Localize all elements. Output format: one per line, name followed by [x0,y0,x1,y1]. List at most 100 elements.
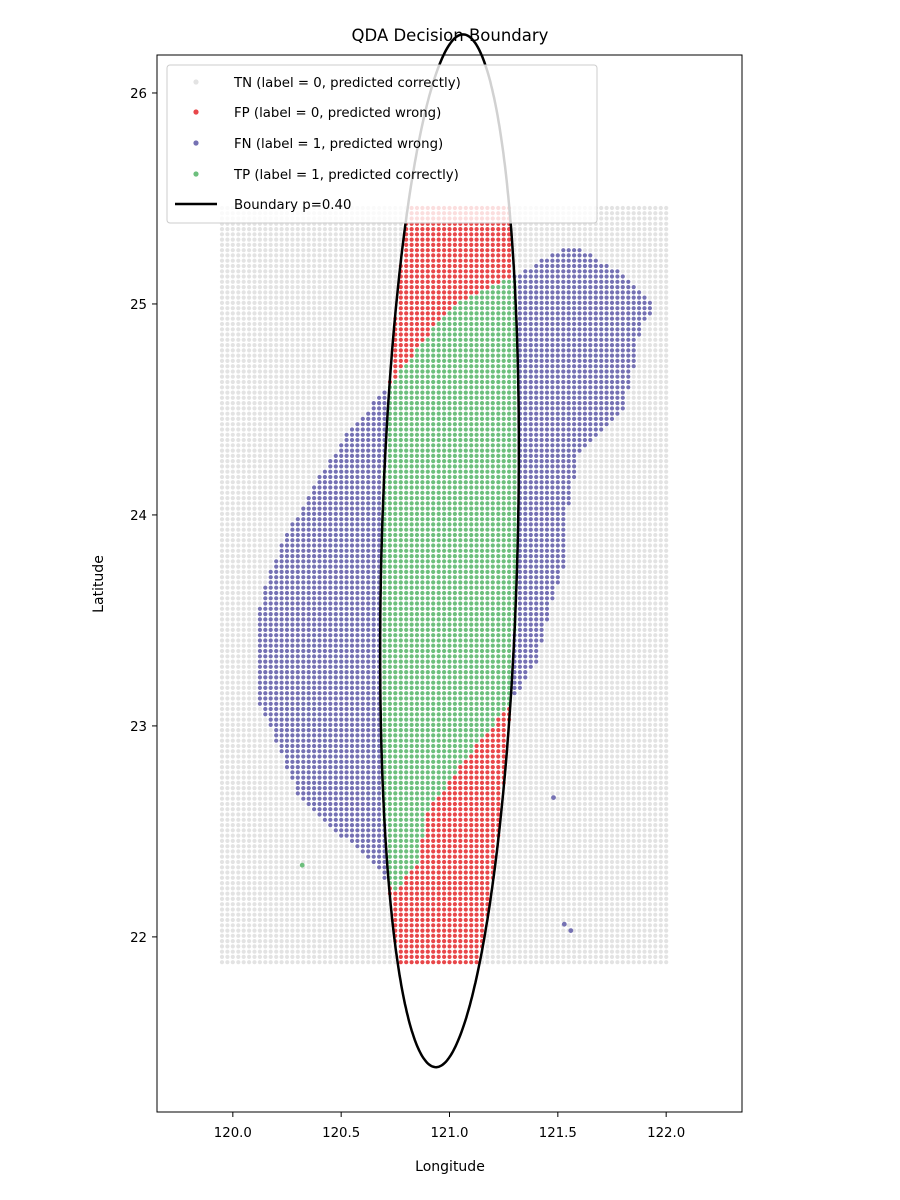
point-tn [328,939,333,944]
point-tn [225,770,230,775]
point-tp [398,823,403,828]
point-tn [312,406,317,411]
point-tn [268,517,273,522]
point-fn [371,659,376,664]
point-tn [333,939,338,944]
point-tn [279,501,284,506]
point-tn [252,844,257,849]
point-tn [268,474,273,480]
point-tn [322,464,327,469]
point-fp [393,923,398,928]
point-tn [257,580,262,585]
point-tn [257,749,262,754]
point-tn [236,306,241,311]
point-fn [355,601,360,606]
point-tp [382,706,387,712]
point-tn [263,327,268,332]
point-tn [284,791,290,796]
point-tn [328,944,333,949]
point-fn [257,627,262,633]
point-tn [339,332,344,337]
point-tn [295,828,300,833]
point-tn [225,464,230,469]
point-tn [322,316,327,321]
point-tn [279,754,284,759]
point-tn [219,870,225,875]
point-tn [382,300,387,305]
point-tn [301,849,306,854]
point-fn [322,696,327,701]
point-tn [236,823,241,828]
point-tn [317,290,322,295]
point-tn [295,796,300,801]
point-tp [387,617,392,622]
point-tn [290,385,295,390]
point-tp [382,754,387,759]
point-tn [263,833,268,838]
point-tp [387,416,392,421]
point-tn [306,854,311,859]
point-tn [247,870,252,875]
point-tn [236,337,241,342]
point-fn [339,617,344,622]
point-tn [274,443,279,448]
point-fn [290,765,295,770]
point-tn [306,427,311,432]
point-tn [257,902,262,907]
point-tn [333,870,338,875]
point-tn [317,369,322,374]
point-tn [252,527,257,532]
point-tn [355,253,360,258]
point-tn [230,944,235,949]
point-tn [225,917,230,923]
point-tp [404,833,409,838]
point-tn [257,907,262,912]
point-fn [360,749,365,754]
point-tn [219,369,225,374]
point-fn [377,416,382,421]
point-tn [241,606,246,611]
point-fn [290,585,295,590]
point-fn [377,538,382,543]
point-tn [284,258,290,263]
point-fn [306,733,311,738]
point-tn [301,385,306,390]
point-tn [295,838,300,844]
point-fn [295,786,300,791]
point-tn [236,343,241,348]
point-tn [306,279,311,284]
point-fn [306,569,311,575]
point-tn [230,279,235,284]
point-fn [339,622,344,627]
point-tn [317,343,322,348]
point-fn [349,701,355,706]
point-tn [344,854,349,859]
point-fn [290,691,295,696]
point-fn [360,622,365,627]
point-fn [301,749,306,754]
point-fn [257,670,262,675]
point-tp [404,659,409,664]
point-tn [252,648,257,654]
point-tn [333,258,338,263]
point-tn [290,437,295,443]
point-fn [349,485,355,490]
point-tn [268,332,273,337]
point-fn [360,606,365,611]
point-tn [393,232,398,237]
point-fn [290,532,295,538]
point-fp [398,891,403,896]
point-tn [306,316,311,321]
point-tn [333,844,338,849]
point-fn [371,606,376,611]
point-tn [279,923,284,928]
point-fn [279,738,284,743]
point-fn [328,480,333,485]
point-fn [290,548,295,553]
point-tn [257,917,262,923]
point-tn [252,896,257,902]
point-tp [393,801,398,807]
point-fn [349,796,355,801]
point-tn [328,844,333,849]
point-tn [241,659,246,664]
